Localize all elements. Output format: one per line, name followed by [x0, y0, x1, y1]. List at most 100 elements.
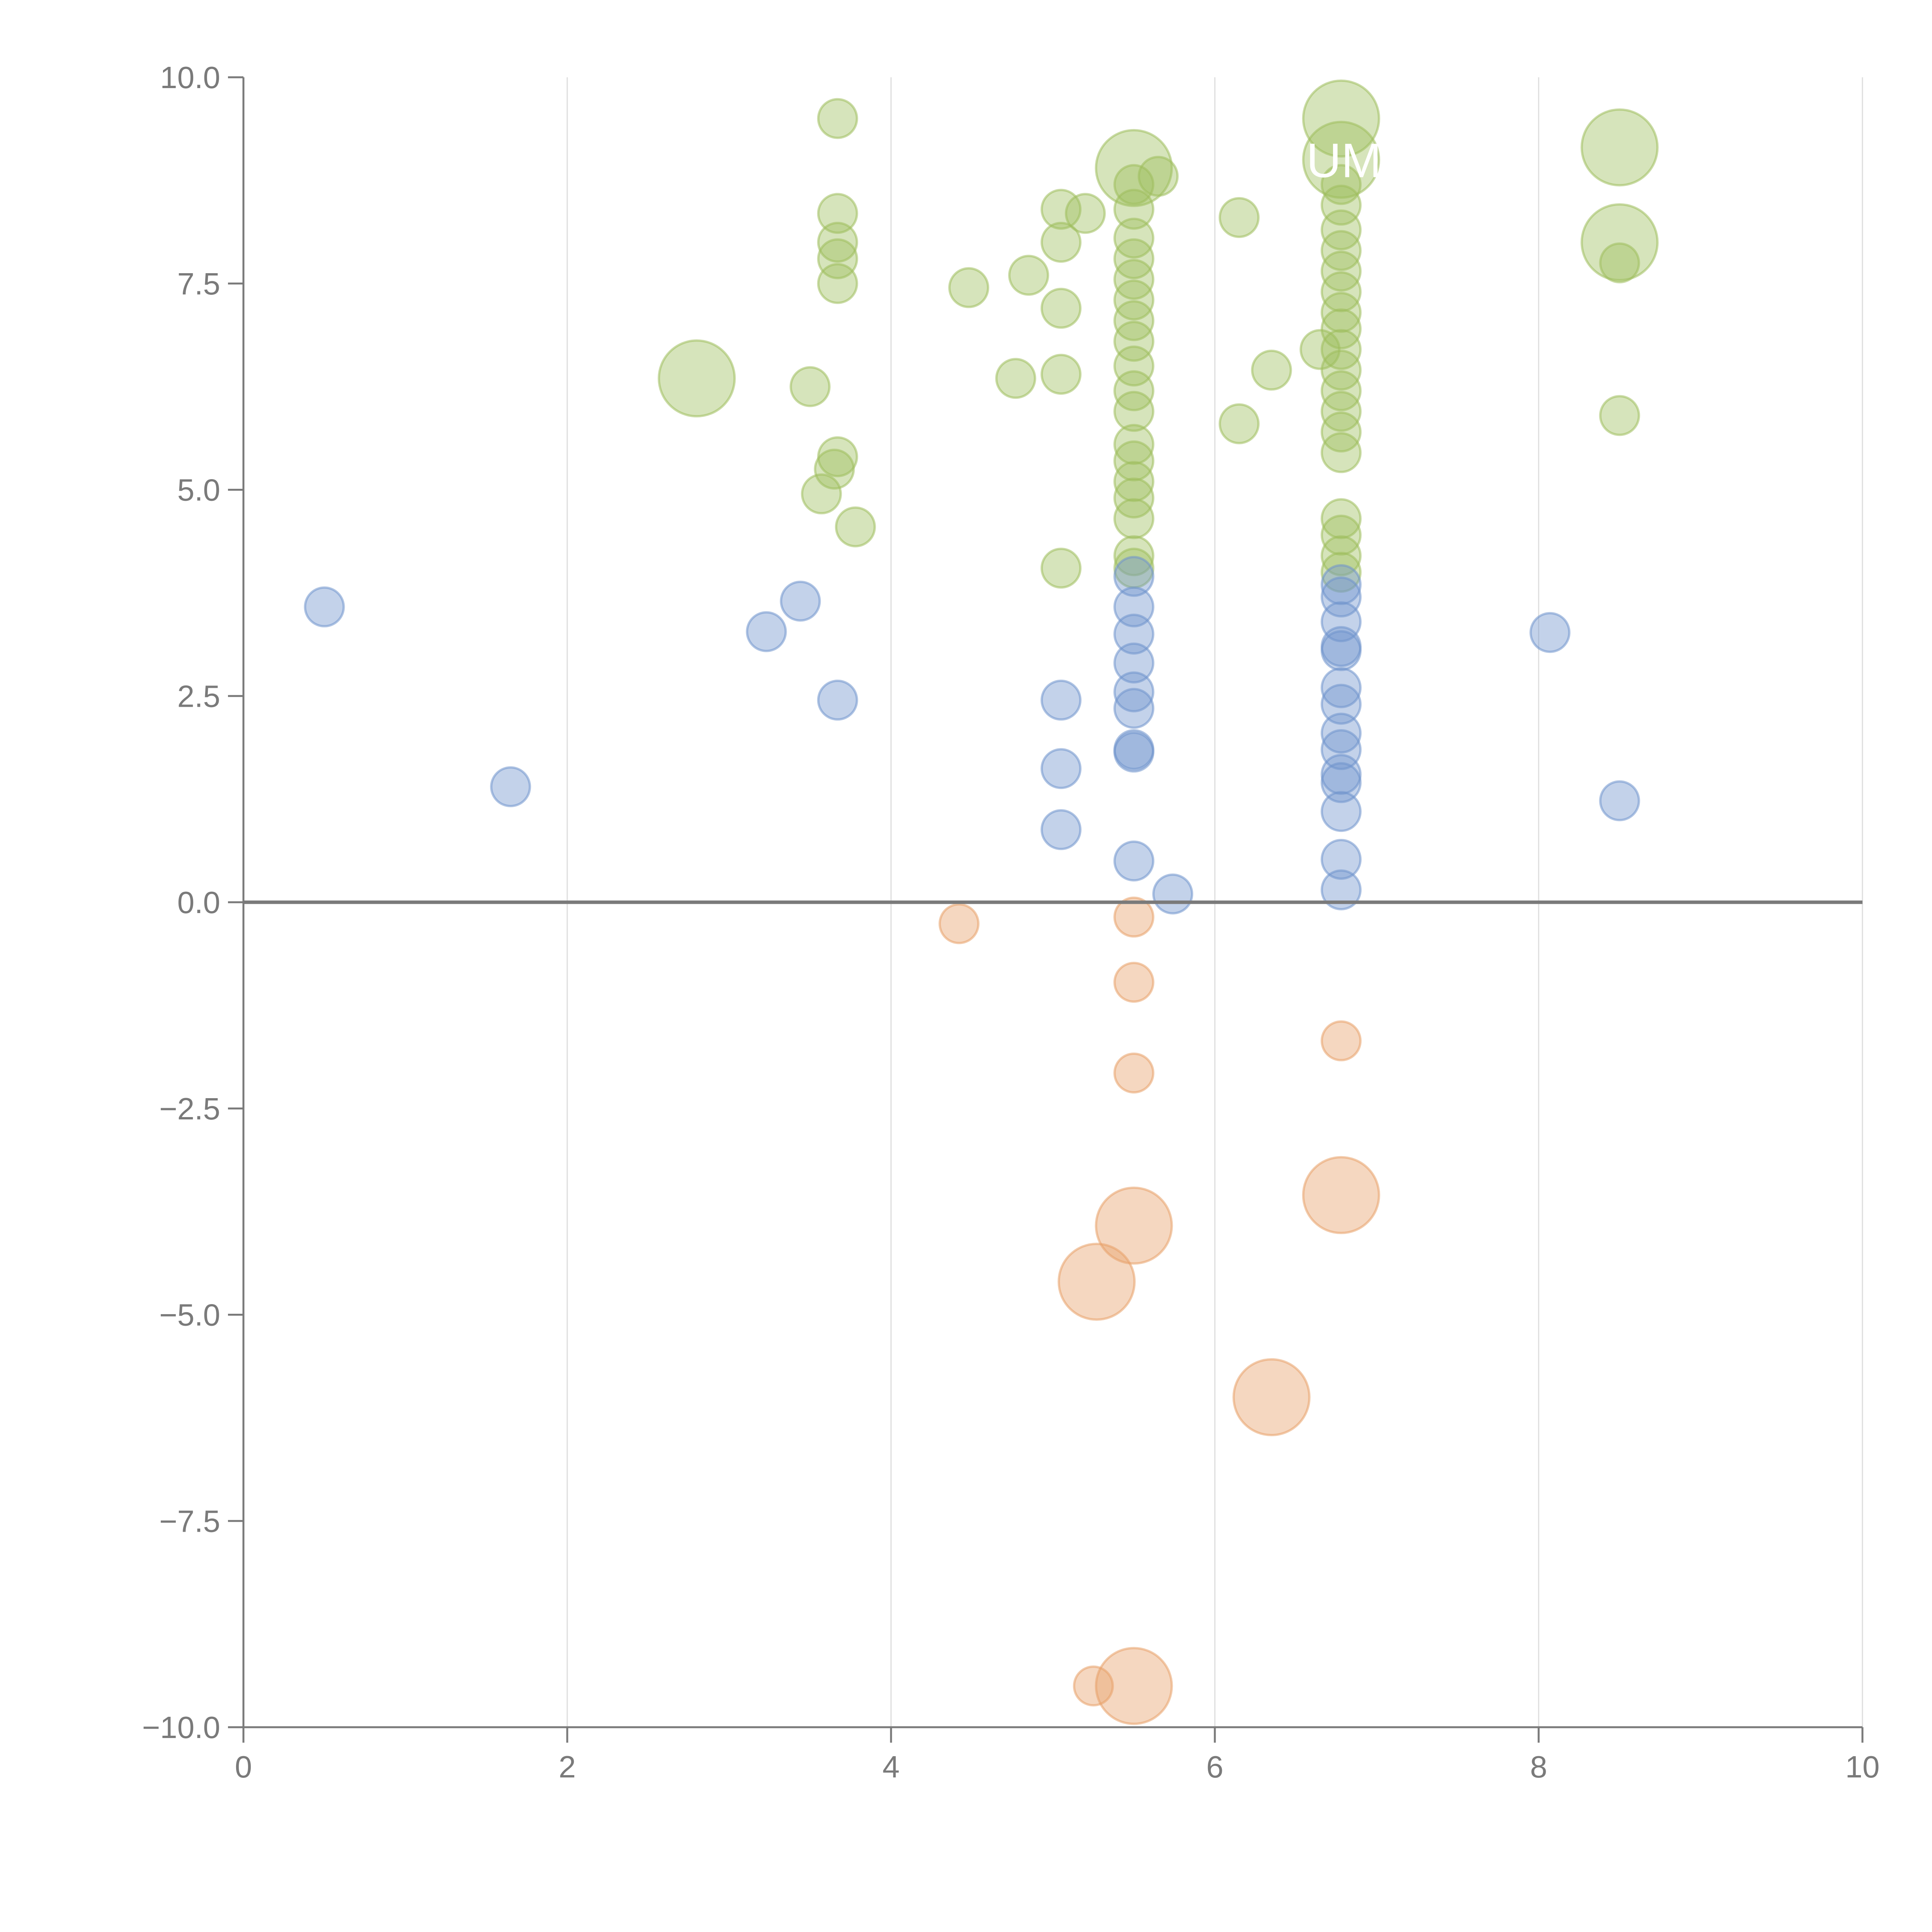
- data-point-green: [801, 473, 842, 515]
- y-tick-label: −5.0: [159, 1298, 220, 1332]
- data-point-green: [948, 267, 990, 308]
- data-point-green: [817, 222, 858, 263]
- data-point-blue: [1320, 838, 1362, 880]
- data-point-orange: [1095, 1647, 1173, 1725]
- x-tick-label: 10: [1845, 1750, 1880, 1784]
- data-point-green: [1113, 440, 1155, 481]
- y-tick-label: −2.5: [159, 1092, 220, 1126]
- data-point-orange: [1232, 1358, 1311, 1436]
- data-point-green: [817, 98, 858, 139]
- data-point-green: [1113, 321, 1155, 362]
- data-point-blue: [1113, 731, 1155, 773]
- data-point-green: [1320, 391, 1362, 432]
- data-point-green: [1008, 255, 1049, 296]
- annotation-label: UM: [1306, 134, 1381, 188]
- data-point-green: [1580, 108, 1659, 187]
- data-point-blue: [1320, 684, 1362, 725]
- data-point-green: [1320, 370, 1362, 412]
- data-point-green: [1113, 424, 1155, 465]
- data-point-blue: [1529, 612, 1571, 653]
- x-tick-label: 0: [235, 1750, 252, 1784]
- data-point-green: [1113, 370, 1155, 412]
- data-point-blue: [1320, 564, 1362, 605]
- data-point-green: [1040, 354, 1082, 395]
- x-tick-label: 2: [559, 1750, 576, 1784]
- data-point-green: [1320, 250, 1362, 292]
- data-point-blue: [1599, 780, 1640, 821]
- data-point-blue: [1113, 642, 1155, 684]
- data-point-green: [1113, 238, 1155, 279]
- data-point-blue: [1320, 601, 1362, 643]
- data-point-green: [1599, 395, 1640, 436]
- y-tick-label: 0.0: [177, 885, 220, 920]
- data-point-green: [1040, 222, 1082, 263]
- data-point-green: [817, 193, 858, 234]
- data-point-green: [1040, 287, 1082, 329]
- data-point-green: [835, 506, 876, 548]
- y-tick-label: 5.0: [177, 473, 220, 507]
- data-point-blue: [490, 766, 531, 808]
- data-point-orange: [1113, 962, 1155, 1003]
- data-point-orange: [938, 903, 980, 944]
- data-point-blue: [1320, 713, 1362, 754]
- data-point-green: [1113, 279, 1155, 321]
- data-point-green: [995, 358, 1036, 399]
- data-point-blue: [1320, 869, 1362, 910]
- data-point-green: [1320, 514, 1362, 556]
- annotations: UM: [1306, 134, 1381, 188]
- data-point-green: [1113, 391, 1155, 432]
- data-point-green: [658, 339, 736, 418]
- data-point-blue: [1113, 556, 1155, 597]
- data-point-blue: [1113, 688, 1155, 729]
- data-point-green: [1320, 329, 1362, 370]
- data-point-green: [1302, 79, 1380, 158]
- data-point-green: [1040, 548, 1082, 589]
- data-point-blue: [1320, 667, 1362, 708]
- data-point-green: [1218, 197, 1260, 238]
- data-point-green: [1065, 193, 1106, 234]
- data-point-green: [1320, 308, 1362, 350]
- data-point-green: [789, 366, 831, 407]
- data-point-green: [1113, 498, 1155, 539]
- x-tick-label: 4: [883, 1750, 900, 1784]
- data-point-green: [1138, 156, 1179, 197]
- data-point-blue: [1113, 614, 1155, 655]
- data-point-green: [1113, 259, 1155, 300]
- data-point-green: [1320, 412, 1362, 453]
- y-tick-label: 7.5: [177, 267, 220, 301]
- data-point-blue: [817, 679, 858, 721]
- data-point-blue: [1113, 671, 1155, 713]
- data-point-orange: [1095, 1186, 1173, 1265]
- data-point-blue: [1320, 762, 1362, 803]
- data-point-green: [1320, 498, 1362, 539]
- data-point-green: [814, 449, 855, 490]
- data-point-green: [1320, 432, 1362, 473]
- data-point-blue: [1152, 873, 1194, 915]
- x-tick-label: 8: [1530, 1750, 1548, 1784]
- data-point-green: [1218, 403, 1260, 444]
- axis-ticks: 0 2 4 6 8 10 10.0 7.5 5.0 2.5 0.0 −2.5 −5.0 −7.5 −10.0: [142, 60, 1880, 1784]
- data-points: [304, 79, 1659, 1725]
- data-point-blue: [1040, 809, 1082, 850]
- data-point-green: [1113, 535, 1155, 577]
- x-tick-label: 6: [1206, 1750, 1224, 1784]
- data-point-green: [1299, 329, 1341, 370]
- data-point-blue: [304, 586, 345, 628]
- data-point-orange: [1320, 1020, 1362, 1061]
- data-point-blue: [1113, 840, 1155, 882]
- data-point-green: [1251, 349, 1292, 391]
- data-point-blue: [1040, 748, 1082, 789]
- data-point-orange: [1302, 1156, 1380, 1234]
- data-point-orange: [1073, 1665, 1114, 1707]
- data-point-green: [1320, 552, 1362, 593]
- data-point-orange: [1113, 1052, 1155, 1094]
- data-point-green: [1113, 300, 1155, 341]
- data-point-green: [1320, 164, 1362, 205]
- data-point-blue: [1320, 729, 1362, 770]
- data-point-green: [1113, 164, 1155, 205]
- data-point-blue: [780, 580, 821, 622]
- data-point-green: [1113, 477, 1155, 519]
- data-point-green: [1320, 349, 1362, 391]
- data-point-green: [1113, 218, 1155, 259]
